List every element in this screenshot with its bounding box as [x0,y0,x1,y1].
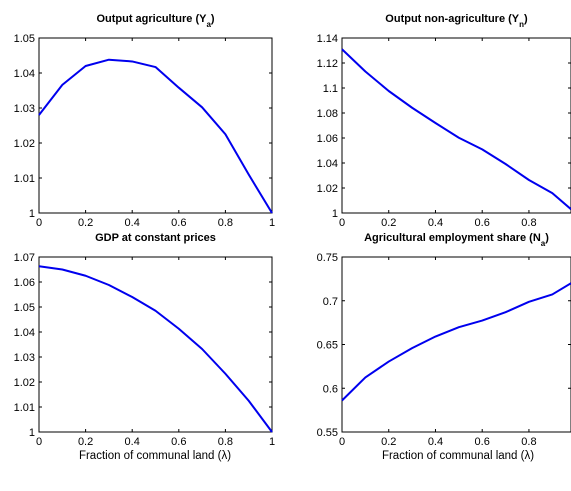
x-tick-label: 0 [339,436,345,448]
x-tick-label: 0.8 [218,436,233,448]
y-tick-label: 0.55 [317,427,338,439]
y-tick-label: 1.05 [14,302,35,314]
x-tick-label: 0 [36,436,42,448]
y-tick-label: 0.65 [317,340,338,352]
x-tick-label: 0.6 [475,217,490,229]
x-axis-label: Fraction of communal land (λ) [382,450,534,462]
x-tick-label: 0.6 [475,436,490,448]
y-tick-label: 1 [332,208,338,220]
x-tick-label: 0 [36,217,42,229]
x-tick-label: 0.8 [218,217,233,229]
x-tick-label: 0.6 [171,436,186,448]
y-tick-label: 1.08 [317,108,338,120]
x-tick-label: 0.4 [125,217,140,229]
axes-frame [341,256,571,433]
y-tick-label: 1.1 [323,83,338,95]
x-tick-label: 0.2 [381,436,396,448]
x-tick-label: 0 [339,217,345,229]
x-tick-label: 0.2 [78,217,93,229]
x-tick-label: 0.2 [381,217,396,229]
series-line-1 [38,265,273,433]
y-tick-label: 1.03 [14,352,35,364]
y-tick-label: 1.02 [14,377,35,389]
series-line-1 [341,48,571,211]
x-tick-label: 0.8 [521,436,536,448]
y-tick-label: 1.04 [14,68,35,80]
x-tick-label: 0.4 [428,217,443,229]
x-tick-label: 0.6 [171,217,186,229]
axes-frame [38,256,273,433]
chart-title: GDP at constant prices [95,232,216,244]
y-tick-label: 1.05 [14,33,35,45]
y-tick-label: 1.01 [14,402,35,414]
y-tick-label: 1.14 [317,33,338,45]
y-tick-label: 1 [29,208,35,220]
chart-panel-3: GDP at constant prices 0 0.2 0.4 0.6 0.8 1 1 1.0… [14,232,275,462]
y-tick-label: 1.03 [14,103,35,115]
y-tick-label: 1.07 [14,252,35,264]
axes-frame [341,37,571,214]
series-line-1 [38,58,273,214]
chart-panel-4: Agricultural employment share (Na) 0 0.2 0.… [317,232,571,462]
chart-panel-2: Output non-agriculture (Yn) 0 0.2 0.4 0.6 0.8… [317,13,571,229]
chart-title: Output non-agriculture (Yn) [385,13,528,29]
y-tick-label: 0.7 [323,296,338,308]
y-tick-label: 0.6 [323,383,338,395]
x-tick-label: 0.8 [521,217,536,229]
y-tick-label: 1 [29,427,35,439]
y-tick-label: 0.75 [317,252,338,264]
x-tick-label: 1 [269,217,275,229]
x-tick-label: 1 [269,436,275,448]
series-line-1 [341,282,571,402]
chart-panel-1: Output agriculture (Ya) 0 0.2 0.4 0.6 0.8 1 1 1.… [14,13,275,229]
axes-frame [38,37,273,214]
y-tick-label: 1.04 [14,327,35,339]
y-tick-label: 1.12 [317,58,338,70]
x-tick-label: 0.4 [125,436,140,448]
x-axis-label: Fraction of communal land (λ) [79,450,231,462]
y-tick-label: 1.02 [14,138,35,150]
y-tick-label: 1.06 [14,277,35,289]
x-tick-label: 0.4 [428,436,443,448]
chart-title: Output agriculture (Ya) [96,13,214,29]
x-tick-label: 0.2 [78,436,93,448]
y-tick-label: 1.06 [317,133,338,145]
y-tick-label: 1.04 [317,158,338,170]
chart-title: Agricultural employment share (Na) [364,232,549,248]
y-tick-label: 1.01 [14,173,35,185]
y-tick-label: 1.02 [317,183,338,195]
